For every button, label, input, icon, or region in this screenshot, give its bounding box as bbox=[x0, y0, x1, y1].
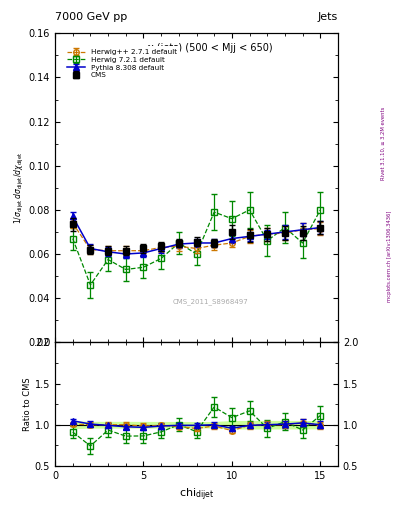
Text: CMS_2011_S8968497: CMS_2011_S8968497 bbox=[173, 298, 248, 305]
Y-axis label: $1/\sigma_\mathrm{dijet}\,d\sigma_\mathrm{dijet}/d\chi_\mathrm{dijet}$: $1/\sigma_\mathrm{dijet}\,d\sigma_\mathr… bbox=[13, 152, 26, 224]
Legend: Herwig++ 2.7.1 default, Herwig 7.2.1 default, Pythia 8.308 default, CMS: Herwig++ 2.7.1 default, Herwig 7.2.1 def… bbox=[64, 46, 180, 81]
Text: χ (jets) (500 < Mjj < 650): χ (jets) (500 < Mjj < 650) bbox=[148, 42, 273, 53]
Text: mcplots.cern.ch [arXiv:1306.3436]: mcplots.cern.ch [arXiv:1306.3436] bbox=[387, 210, 391, 302]
Text: Jets: Jets bbox=[318, 11, 338, 22]
Text: 7000 GeV pp: 7000 GeV pp bbox=[55, 11, 127, 22]
X-axis label: chi$_\mathrm{dijet}$: chi$_\mathrm{dijet}$ bbox=[179, 486, 214, 503]
Y-axis label: Ratio to CMS: Ratio to CMS bbox=[23, 377, 32, 431]
Text: Rivet 3.1.10, ≥ 3.2M events: Rivet 3.1.10, ≥ 3.2M events bbox=[381, 106, 386, 180]
